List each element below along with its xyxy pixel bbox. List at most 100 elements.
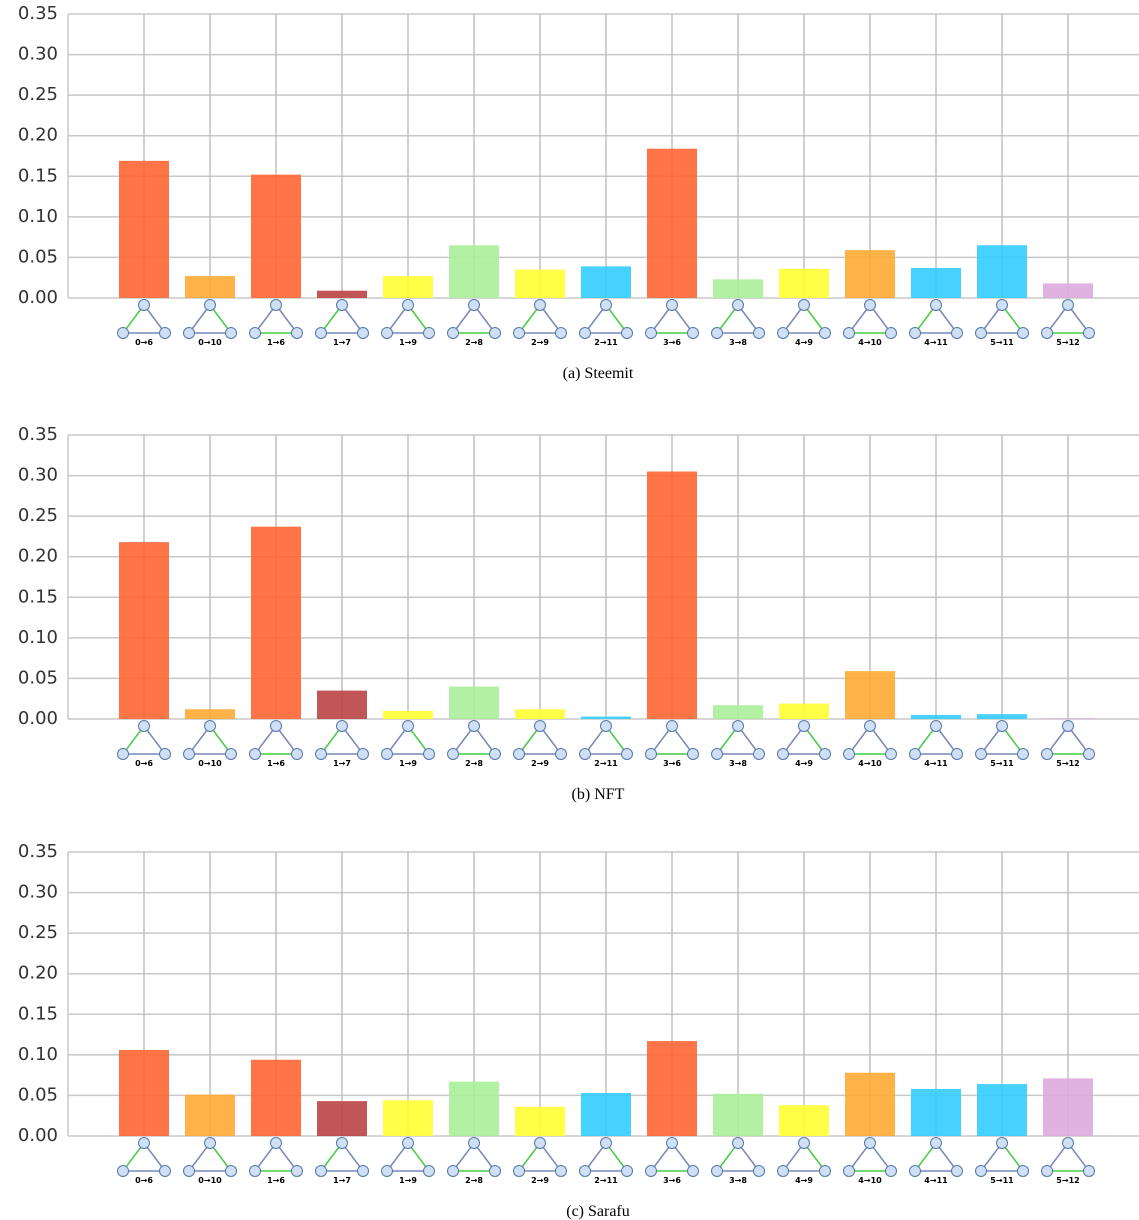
motif-node bbox=[159, 327, 171, 339]
motif-node bbox=[951, 748, 963, 760]
motif-node bbox=[117, 327, 129, 339]
motif-icon bbox=[843, 720, 897, 760]
bar bbox=[581, 716, 631, 719]
bar bbox=[713, 1093, 763, 1136]
motif-node bbox=[645, 327, 657, 339]
motif-node bbox=[579, 327, 591, 339]
x-tick-label: 4→9 bbox=[795, 759, 813, 768]
motif-node bbox=[687, 748, 699, 760]
bar bbox=[647, 148, 697, 298]
motif-node bbox=[183, 1165, 195, 1177]
motif-node bbox=[423, 1165, 435, 1177]
motif-node bbox=[555, 327, 567, 339]
motif-node bbox=[513, 748, 525, 760]
motif-icon bbox=[975, 299, 1029, 339]
bar bbox=[779, 1105, 829, 1136]
bar bbox=[185, 709, 235, 719]
bar bbox=[977, 714, 1027, 719]
motif-node bbox=[117, 1165, 129, 1177]
bar bbox=[515, 269, 565, 298]
x-tick-label: 3→6 bbox=[663, 1176, 681, 1185]
motif-node bbox=[291, 748, 303, 760]
motif-icon bbox=[183, 299, 237, 339]
bar bbox=[251, 1059, 301, 1136]
motif-node bbox=[336, 1137, 348, 1149]
y-tick-label: 0.15 bbox=[18, 1003, 58, 1024]
x-tick-label: 2→9 bbox=[531, 338, 549, 347]
y-tick-label: 0.05 bbox=[18, 246, 58, 267]
motif-icon bbox=[645, 299, 699, 339]
x-tick-label: 1→9 bbox=[399, 338, 417, 347]
motif-icon bbox=[381, 299, 435, 339]
bar bbox=[845, 1072, 895, 1136]
motif-node bbox=[1062, 720, 1074, 732]
x-tick-label: 2→9 bbox=[531, 1176, 549, 1185]
y-tick-label: 0.20 bbox=[18, 963, 58, 984]
bar bbox=[515, 709, 565, 719]
motif-node bbox=[909, 1165, 921, 1177]
motif-node bbox=[600, 1137, 612, 1149]
bar bbox=[911, 714, 961, 719]
motif-icon bbox=[447, 1137, 501, 1177]
motif-icon bbox=[315, 1137, 369, 1177]
x-tick-label: 2→11 bbox=[594, 1176, 618, 1185]
motif-node bbox=[468, 299, 480, 311]
motif-node bbox=[513, 1165, 525, 1177]
motif-node bbox=[666, 720, 678, 732]
motif-icon bbox=[975, 720, 1029, 760]
x-tick-label: 1→7 bbox=[333, 338, 351, 347]
motif-node bbox=[249, 327, 261, 339]
motif-icon bbox=[381, 1137, 435, 1177]
motif-node bbox=[555, 1165, 567, 1177]
motif-node bbox=[909, 748, 921, 760]
x-tick-label: 4→10 bbox=[858, 759, 882, 768]
bar bbox=[911, 1088, 961, 1136]
motif-node bbox=[711, 748, 723, 760]
motif-icon bbox=[711, 1137, 765, 1177]
motif-node bbox=[1041, 327, 1053, 339]
motif-node bbox=[600, 299, 612, 311]
y-tick-label: 0.00 bbox=[18, 1125, 58, 1146]
motif-node bbox=[225, 1165, 237, 1177]
motif-node bbox=[117, 748, 129, 760]
motif-node bbox=[291, 1165, 303, 1177]
motif-node bbox=[579, 1165, 591, 1177]
motif-node bbox=[1062, 299, 1074, 311]
y-tick-label: 0.25 bbox=[18, 922, 58, 943]
motif-node bbox=[843, 748, 855, 760]
y-tick-label: 0.00 bbox=[18, 708, 58, 729]
motif-node bbox=[621, 327, 633, 339]
motif-node bbox=[732, 1137, 744, 1149]
motif-node bbox=[315, 1165, 327, 1177]
bar bbox=[251, 526, 301, 719]
motif-node bbox=[357, 1165, 369, 1177]
motif-node bbox=[1017, 327, 1029, 339]
y-tick-label: 0.10 bbox=[18, 1044, 58, 1065]
motif-node bbox=[183, 748, 195, 760]
bar bbox=[449, 245, 499, 298]
x-tick-label: 2→11 bbox=[594, 759, 618, 768]
x-tick-label: 5→11 bbox=[990, 338, 1014, 347]
y-tick-label: 0.30 bbox=[18, 882, 58, 903]
motif-node bbox=[753, 327, 765, 339]
motif-node bbox=[489, 1165, 501, 1177]
motif-node bbox=[381, 327, 393, 339]
motif-icon bbox=[1041, 1137, 1095, 1177]
motif-node bbox=[159, 748, 171, 760]
y-tick-label: 0.05 bbox=[18, 667, 58, 688]
bar bbox=[383, 1100, 433, 1136]
motif-node bbox=[249, 1165, 261, 1177]
caption: (c) Sarafu bbox=[566, 1203, 630, 1220]
x-tick-label: 3→8 bbox=[729, 759, 747, 768]
motif-node bbox=[798, 299, 810, 311]
motif-node bbox=[975, 1165, 987, 1177]
motif-node bbox=[336, 299, 348, 311]
motif-node bbox=[138, 720, 150, 732]
bar bbox=[845, 671, 895, 719]
motif-node bbox=[204, 299, 216, 311]
bar bbox=[977, 245, 1027, 298]
motif-node bbox=[183, 327, 195, 339]
motif-icon bbox=[117, 299, 171, 339]
motif-node bbox=[930, 720, 942, 732]
motif-node bbox=[909, 327, 921, 339]
